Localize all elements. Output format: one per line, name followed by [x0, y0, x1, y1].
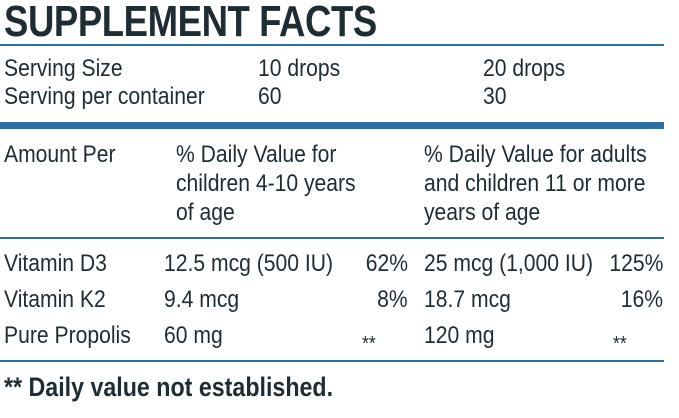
nutrient-name: Vitamin D3: [4, 250, 107, 277]
adults-dv: **: [613, 333, 627, 355]
adults-dv: 125%: [608, 250, 663, 277]
children-amount: 60 mg: [164, 322, 223, 349]
adults-amount: 18.7 mcg: [424, 286, 511, 313]
divider-bottom: [0, 360, 664, 362]
adults-amount: 25 mcg (1,000 IU): [424, 250, 594, 277]
adults-dv-header-line1: % Daily Value for adults: [424, 141, 647, 168]
divider-top: [0, 44, 664, 46]
nutrient-name: Pure Propolis: [4, 322, 131, 349]
servings-per-container-adults: 30: [483, 83, 507, 110]
footnote: ** Daily value not established.: [4, 372, 334, 402]
serving-size-adults: 20 drops: [483, 55, 566, 82]
children-dv: 62%: [365, 250, 408, 277]
children-dv-header-line1: % Daily Value for: [176, 141, 337, 168]
divider-header: [0, 237, 664, 239]
children-dv-header-line2: children 4-10 years: [176, 170, 356, 197]
adults-dv-header-line3: years of age: [424, 199, 541, 226]
serving-size-label: Serving Size: [4, 55, 123, 82]
label-title: SUPPLEMENT FACTS: [4, 0, 377, 46]
children-dv-header-line3: of age: [176, 199, 235, 226]
children-amount: 12.5 mcg (500 IU): [164, 250, 334, 277]
nutrient-name: Vitamin K2: [4, 286, 106, 313]
serving-size-children: 10 drops: [258, 55, 341, 82]
servings-per-container-label: Serving per container: [4, 83, 205, 110]
divider-thick: [0, 122, 664, 129]
adults-dv-header-line2: and children 11 or more: [424, 170, 646, 197]
adults-dv: 16%: [620, 286, 663, 313]
servings-per-container-children: 60: [258, 83, 282, 110]
amount-per-header: Amount Per: [4, 141, 116, 168]
children-dv: **: [362, 333, 376, 355]
children-dv: 8%: [377, 286, 408, 313]
children-amount: 9.4 mcg: [164, 286, 240, 313]
adults-amount: 120 mg: [424, 322, 495, 349]
